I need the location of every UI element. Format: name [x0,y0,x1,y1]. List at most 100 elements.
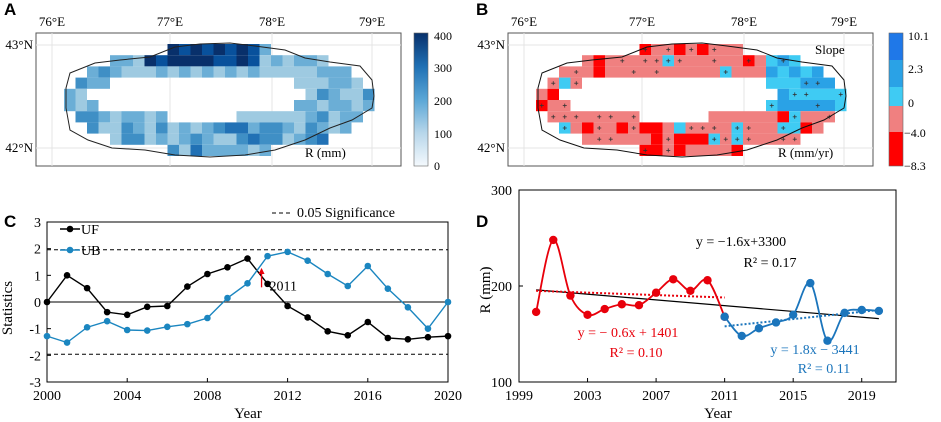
map-b-cell [812,66,824,78]
colorbar-b-seg-4 [889,106,903,132]
map-a-cell [121,122,133,134]
colorbar-a [413,32,429,167]
series-uf-point [344,332,352,339]
map-a-cell [213,44,225,56]
map-a-cell [305,133,317,145]
series-ub-point [184,320,191,328]
map-a-cell [190,133,202,145]
map-b-cell [570,122,582,134]
chart-c-ytick-label: 0 [34,296,41,311]
map-a-cell [179,133,191,145]
chart-d-ytick-label: 300 [491,184,512,199]
series-late-point [806,278,815,288]
series-late-point [823,336,832,345]
map-a-cell [282,122,294,134]
map-a-cell [259,55,271,67]
colorbar-b [888,32,904,167]
map-a-cell [156,122,168,134]
map-a-cell [110,122,122,134]
map-b-cell [731,66,743,78]
map-a-cell [363,88,375,100]
basin-outline-a [65,42,375,158]
series-early-point [600,304,609,314]
map-a-cell [87,66,99,78]
series-late-point [874,306,884,316]
colorbar-b-seg-5 [889,132,903,166]
map-a-cell [179,44,191,56]
map-b-cell [651,144,663,156]
lat-tick-b-42: 42°N [477,140,505,155]
chart-d-xtick-label: 2015 [779,389,807,404]
map-b-cell [674,122,686,134]
map-a-cell [305,111,317,123]
map-a-cell [144,122,156,134]
trend-r2: R² = 0.10 [610,346,663,361]
chart-d-ytick-label: 100 [491,376,512,391]
lon-tick-a-79: 79°E [359,14,385,29]
map-b-legend-title: Slope [815,42,845,57]
series-uf-point [83,284,91,292]
chart-c-ytick-label: 3 [34,216,41,231]
series-ub-point [43,332,51,340]
map-b-cell [605,55,617,67]
map-a-cell [351,100,363,112]
colorbar-a-tick-0: 0 [434,159,440,173]
series-uf-point [384,334,392,342]
series-early-point [617,300,627,309]
map-a-cell [351,88,363,100]
legend-ub-marker [66,246,74,254]
series-uf-point [364,318,372,326]
map-a-cell [190,44,202,56]
map-a-cell [225,122,237,134]
series-ub-point [83,324,91,331]
map-b-cell [766,133,778,145]
trend-line [724,309,879,328]
series-uf-point [103,308,111,316]
map-b-cell [697,55,709,67]
map-b-cell [582,122,594,134]
series-uf-point [164,302,171,310]
map-b-cell [720,144,732,156]
map-a-cell [98,77,110,89]
map-a-cell [305,122,317,134]
map-b-cell [777,66,789,78]
map-b-cell [731,44,743,56]
map-a-cell [294,133,306,145]
map-a-cell [236,55,248,67]
colorbar-a-tick-400: 400 [434,29,452,43]
series-uf-point [404,336,412,343]
map-a-cell [75,100,87,112]
map-b-cell [708,144,720,156]
map-a-cell [156,111,168,123]
series-late-point [720,312,729,321]
series-ub-point [384,285,392,292]
map-b-cell [823,77,835,89]
map-a-cell [156,133,168,145]
colorbar-b-tick-5: −8.3 [904,159,926,173]
series-uf-point [43,298,51,306]
lon-tick-a-78: 78°E [259,14,285,29]
map-a-cell [87,100,99,112]
chart-c-ytick-label: 1 [34,269,41,284]
map-a-cell [271,133,283,145]
map-a-cell [236,66,248,78]
series-ub-point [284,248,291,256]
map-a-cell [225,66,237,78]
legend-ub-label: UB [81,244,100,259]
map-b-cell [766,55,778,67]
map-a-cell [236,133,248,145]
map-a-cell [328,88,340,100]
map-a-cell [340,66,352,78]
map-a-cell [167,144,179,156]
map-b-cell [559,77,571,89]
series-ub-point [404,304,412,311]
map-b-cell [731,111,743,123]
chart-d-xtick-label: 1999 [505,389,533,404]
map-a-cell [202,144,214,156]
panel-a-label: A [4,0,17,19]
series-late-point [737,331,746,341]
map-a-cell [340,111,352,123]
map-a-cell [248,122,260,134]
map-b-cell [720,122,732,134]
map-a-cell [294,55,306,67]
